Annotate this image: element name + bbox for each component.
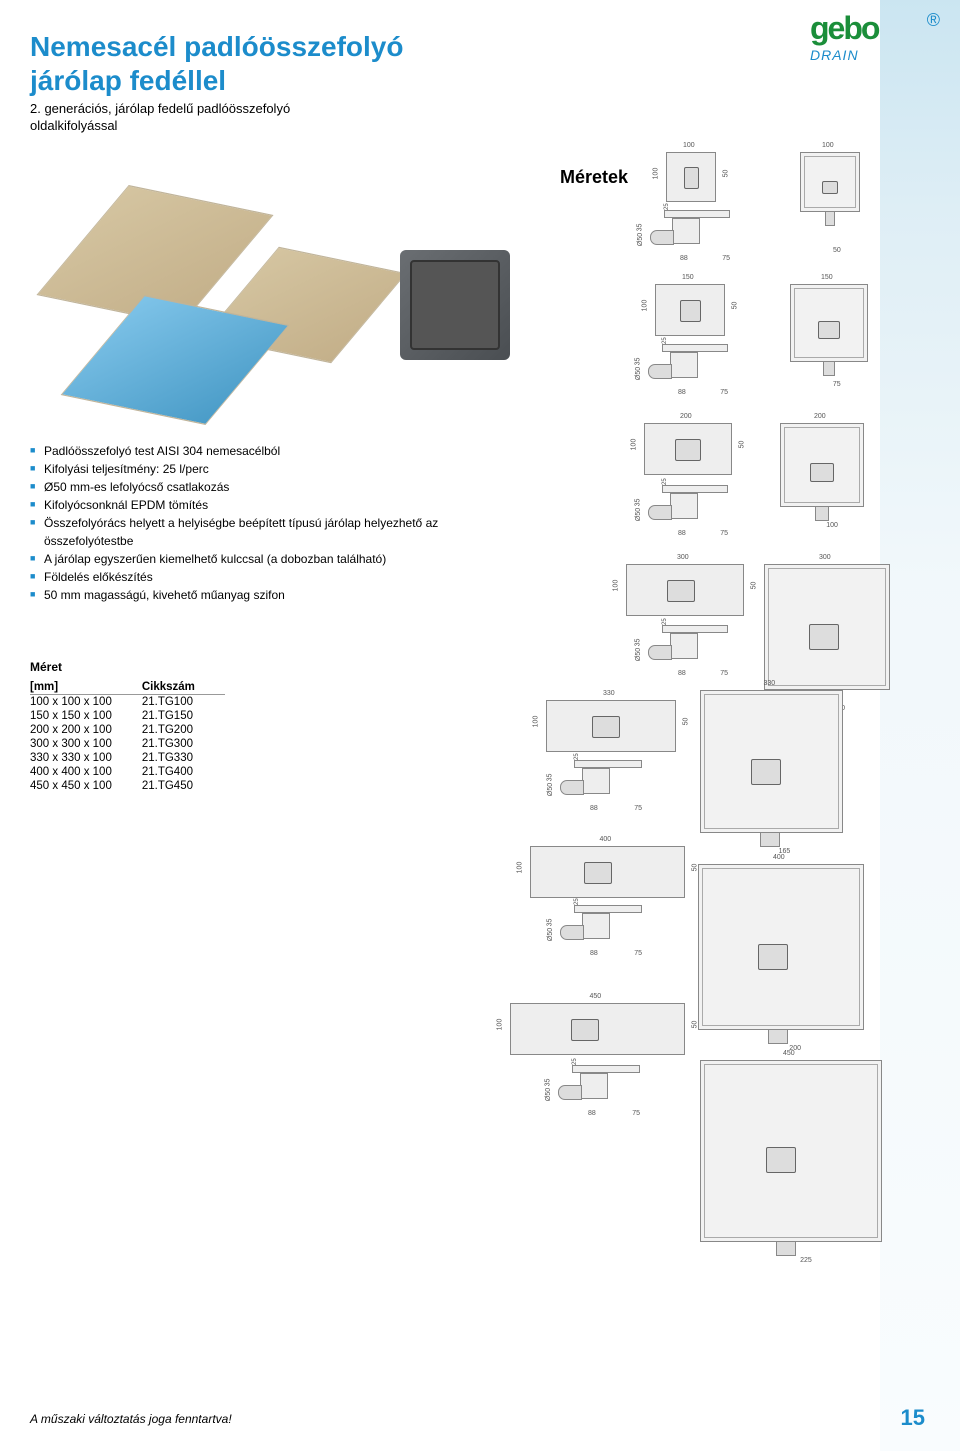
cell-size: 200 x 200 x 100 [30,723,142,737]
feature-item: Padlóösszefolyó test AISI 304 nemesacélb… [30,442,530,460]
subtitle-line1: 2. generációs, járólap fedelű padlóössze… [30,101,290,116]
drawing-topview-d150: 150 100 50 [655,284,725,336]
drawing-planview-d200: 200 100 [780,423,876,527]
drawing-topview-d330: 330 100 50 [546,700,676,752]
drawing-planview-d450: 450 225 [700,1060,890,1262]
drain-box-inner [410,260,500,350]
registered-mark: ® [927,10,940,31]
drawing-sideview-d400: 88 35 Ø50 75 25 [560,905,642,947]
drawing-sideview-d330: 88 35 Ø50 75 25 [560,760,642,802]
table-row: 200 x 200 x 10021.TG200 [30,723,225,737]
cell-size: 100 x 100 x 100 [30,695,142,710]
feature-item: Kifolyócsonknál EPDM tömítés [30,496,530,514]
logo-text: gebo [810,10,940,47]
cell-code: 21.TG300 [142,737,225,751]
drawing-sideview-d300: 88 35 Ø50 75 25 [648,625,728,667]
feature-item: Földelés előkészítés [30,568,530,586]
section-label-meretek: Méretek [560,167,628,188]
feature-item: Kifolyási teljesítmény: 25 l/perc [30,460,530,478]
feature-item: 50 mm magasságú, kivehető műanyag szifon [30,586,530,604]
logo-subtext: DRAIN [810,47,940,63]
table-row: 150 x 150 x 10021.TG150 [30,709,225,723]
table-row: 100 x 100 x 10021.TG100 [30,695,225,710]
feature-list: Padlóösszefolyó test AISI 304 nemesacélb… [30,442,530,604]
cell-size: 330 x 330 x 100 [30,751,142,765]
footer-text: A műszaki változtatás joga fenntartva! [30,1412,232,1426]
drawing-planview-d150: 150 75 [790,284,868,386]
table-row: 300 x 300 x 10021.TG300 [30,737,225,751]
cell-code: 21.TG330 [142,751,225,765]
drawing-sideview-d100: 88 35 Ø50 75 25 [650,210,730,252]
size-data-table: [mm] Cikkszám 100 x 100 x 10021.TG100 15… [30,680,225,793]
drain-box-photo [400,250,510,360]
size-table: Méret [mm] Cikkszám 100 x 100 x 10021.TG… [30,660,225,793]
cell-size: 300 x 300 x 100 [30,737,142,751]
brand-logo: ® gebo DRAIN [810,10,940,100]
drawing-sideview-d450: 88 35 Ø50 75 25 [558,1065,640,1107]
cell-size: 450 x 450 x 100 [30,779,142,793]
page-bg-gradient [880,0,960,1451]
drawing-topview-d300: 300 100 50 [626,564,744,616]
feature-item: Ø50 mm-es lefolyócső csatlakozás [30,478,530,496]
title-line1: Nemesacél padlóösszefolyó [30,31,403,62]
drawing-planview-d330: 330 165 [700,690,845,853]
cell-code: 21.TG200 [142,723,225,737]
drawing-planview-d300: 300 150 [764,564,890,710]
table-row: 400 x 400 x 10021.TG400 [30,765,225,779]
cell-code: 21.TG450 [142,779,225,793]
cell-code: 21.TG400 [142,765,225,779]
cell-code: 21.TG100 [142,695,225,710]
product-images [30,200,530,430]
table-row: 330 x 330 x 10021.TG330 [30,751,225,765]
table-header-meret: Méret [30,660,225,674]
feature-item: Összefolyórács helyett a helyiségbe beép… [30,514,530,550]
cell-size: 150 x 150 x 100 [30,709,142,723]
page-subtitle: 2. generációs, járólap fedelű padlóössze… [30,101,960,135]
table-row: 450 x 450 x 10021.TG450 [30,779,225,793]
drawing-sideview-d150: 88 35 Ø50 75 25 [648,344,728,386]
feature-item: A járólap egyszerűen kiemelhető kulccsal… [30,550,530,568]
drawing-topview-d100: 100 100 50 [666,152,716,202]
drawing-planview-d100: 100 50 [800,152,860,252]
col-header-size: [mm] [30,680,142,695]
title-line2: járólap fedéllel [30,65,226,96]
drawing-topview-d400: 400 100 50 [530,846,685,898]
col-header-code: Cikkszám [142,680,225,695]
drawing-topview-d200: 200 100 50 [644,423,732,475]
drawing-planview-d400: 400 200 [698,864,872,1050]
cell-code: 21.TG150 [142,709,225,723]
drawing-sideview-d200: 88 35 Ø50 75 25 [648,485,728,527]
page-number: 15 [901,1405,925,1431]
drawing-topview-d450: 450 100 50 [510,1003,685,1055]
cell-size: 400 x 400 x 100 [30,765,142,779]
subtitle-line2: oldalkifolyással [30,118,117,133]
